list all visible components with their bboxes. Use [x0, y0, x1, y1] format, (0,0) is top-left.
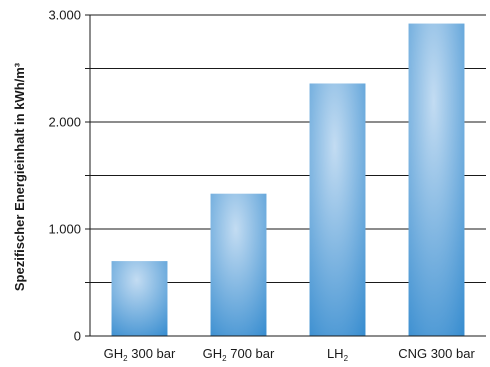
- x-tick-label: LH2: [327, 346, 349, 363]
- x-tick-label: GH2 700 bar: [203, 346, 275, 363]
- bar: [408, 23, 465, 337]
- bars: [111, 23, 465, 337]
- y-tick-label: 2.000: [48, 115, 81, 130]
- bar: [309, 83, 366, 336]
- y-tick-label: 3.000: [48, 8, 81, 23]
- bar: [210, 193, 267, 336]
- x-tick-label: CNG 300 bar: [398, 346, 475, 361]
- y-axis-title: Spezifischer Energieinhalt in kWh/m³: [12, 62, 27, 291]
- bar: [111, 261, 168, 336]
- axes: [85, 14, 486, 337]
- y-tick-label: 1.000: [48, 222, 81, 237]
- x-tick-label: GH2 300 bar: [104, 346, 176, 363]
- x-tick-labels: GH2 300 bar GH2 700 bar LH2 CNG 300 bar: [104, 346, 476, 363]
- y-tick-labels: 0 1.000 2.000 3.000: [48, 8, 81, 344]
- y-tick-label: 0: [74, 329, 81, 344]
